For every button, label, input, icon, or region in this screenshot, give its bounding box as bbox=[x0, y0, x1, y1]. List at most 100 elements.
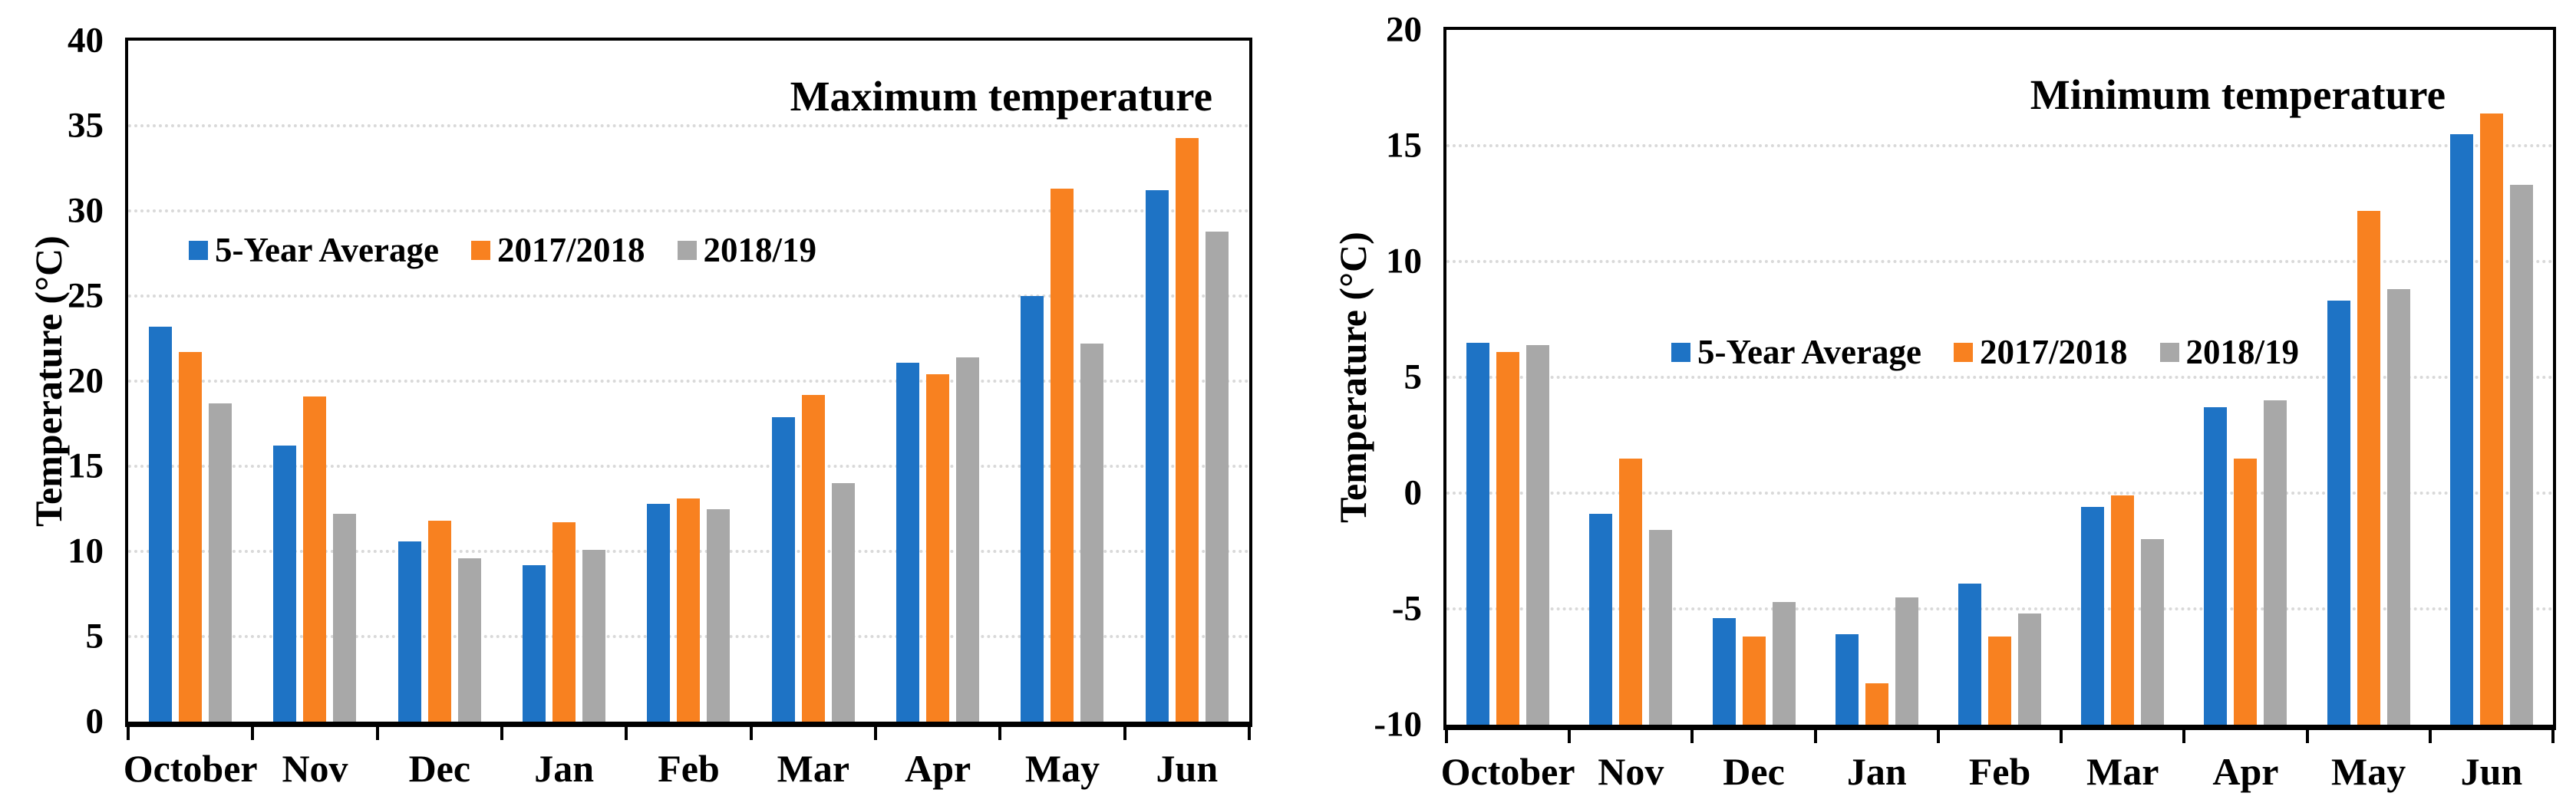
legend-item-2018-19: 2018/19 bbox=[2159, 335, 2299, 370]
y-axis-tick-label: 15 bbox=[68, 446, 104, 486]
bar-feb-5-year-average bbox=[647, 503, 671, 722]
x-axis-tick bbox=[127, 727, 130, 740]
bar-group-dec bbox=[378, 41, 502, 722]
bar-group-jan bbox=[1816, 30, 1938, 725]
bar-group-may bbox=[2307, 30, 2430, 725]
bar-feb-2018-19 bbox=[707, 508, 731, 722]
gridline-y10 bbox=[1446, 260, 2553, 263]
bar-may-2018-19 bbox=[1080, 344, 1104, 722]
bar-group-mar bbox=[751, 41, 876, 722]
bar-apr-2018-19 bbox=[956, 357, 980, 722]
x-axis-tick bbox=[874, 727, 877, 740]
bar-dec-2018-19 bbox=[457, 558, 481, 722]
bar-apr-5-year-average bbox=[2204, 407, 2228, 725]
bar-jun-2017-2018 bbox=[1175, 137, 1199, 722]
bar-nov-2017-2018 bbox=[303, 396, 327, 722]
x-axis-tick bbox=[1936, 730, 1940, 743]
x-axis-tick bbox=[2305, 730, 2309, 743]
x-axis-tick bbox=[375, 727, 379, 740]
bar-group-nov bbox=[252, 41, 377, 722]
bar-mar-5-year-average bbox=[771, 416, 795, 722]
legend: 5-Year Average 2017/2018 2018/19 bbox=[189, 233, 816, 268]
x-axis-tick bbox=[2060, 730, 2063, 743]
y-axis-tick-label: 10 bbox=[1386, 241, 1422, 281]
bar-october-2017-2018 bbox=[179, 352, 203, 722]
y-axis-tick-label: 20 bbox=[1386, 9, 1422, 50]
y-axis-tick-label: 0 bbox=[85, 701, 104, 742]
bar-jan-5-year-average bbox=[1835, 634, 1859, 725]
bar-nov-5-year-average bbox=[273, 446, 297, 722]
y-axis-tick-label: -10 bbox=[1374, 704, 1422, 745]
chart-title: Minimum temperature bbox=[2030, 71, 2446, 118]
x-axis-category-label: Apr bbox=[905, 747, 971, 790]
gridline-y15 bbox=[1446, 144, 2553, 147]
bar-jan-2018-19 bbox=[582, 549, 606, 722]
x-axis-tick bbox=[1813, 730, 1817, 743]
y-axis-tick-label: 0 bbox=[1403, 472, 1423, 513]
bar-jan-2017-2018 bbox=[1865, 683, 1888, 725]
x-axis-tick bbox=[500, 727, 503, 740]
bar-group-october bbox=[128, 41, 252, 722]
bar-october-2017-2018 bbox=[1496, 351, 1520, 725]
gridline-y0 bbox=[1446, 492, 2553, 495]
bar-apr-2017-2018 bbox=[2234, 458, 2258, 725]
x-axis-tick bbox=[2428, 730, 2432, 743]
x-axis-category-label: Dec bbox=[1723, 750, 1785, 793]
bar-october-5-year-average bbox=[149, 326, 173, 722]
legend-swatch-icon bbox=[677, 241, 697, 260]
bar-dec-2018-19 bbox=[1772, 601, 1796, 725]
x-axis-category-label: Nov bbox=[1598, 750, 1664, 793]
legend: 5-Year Average 2017/2018 2018/19 bbox=[1671, 335, 2299, 370]
x-axis-category-label: Feb bbox=[658, 747, 720, 790]
y-axis-tick-labels: 40 35 30 25 20 15 10 5 0 bbox=[0, 0, 104, 806]
bar-feb-2018-19 bbox=[2017, 614, 2041, 725]
legend-item-5-year-average: 5-Year Average bbox=[189, 233, 439, 268]
bar-mar-5-year-average bbox=[2081, 507, 2105, 725]
y-axis-tick-labels: 20 15 10 5 0 -5 -10 bbox=[1302, 0, 1422, 806]
bar-nov-5-year-average bbox=[1589, 514, 1613, 725]
max-temperature-chart: 40 35 30 25 20 15 10 5 0 October Nov Dec Jan Feb Mar Ap… bbox=[0, 0, 1252, 806]
legend-swatch-icon bbox=[189, 241, 208, 260]
y-axis-tick-label: 5 bbox=[1403, 357, 1423, 397]
legend-swatch-icon bbox=[470, 241, 490, 260]
bar-mar-2018-19 bbox=[2141, 539, 2165, 725]
x-axis-tick bbox=[625, 727, 628, 740]
bar-group-nov bbox=[1569, 30, 1692, 725]
bar-apr-5-year-average bbox=[896, 362, 920, 722]
legend-item-5-year-average: 5-Year Average bbox=[1671, 335, 1921, 370]
x-axis-category-label: Mar bbox=[777, 747, 850, 790]
bar-apr-2018-19 bbox=[2264, 400, 2287, 725]
bar-may-2017-2018 bbox=[2357, 210, 2380, 725]
x-axis-category-label: Mar bbox=[2086, 750, 2159, 793]
bar-group-october bbox=[1446, 30, 1569, 725]
bar-october-5-year-average bbox=[1466, 342, 1490, 725]
bar-jun-2018-19 bbox=[1205, 231, 1229, 722]
x-axis-category-label: Jan bbox=[1846, 750, 1907, 793]
y-axis-tick-label: -5 bbox=[1391, 588, 1422, 629]
bar-group-jun bbox=[1125, 41, 1249, 722]
y-axis-title: Temperature (°C) bbox=[1331, 232, 1374, 523]
y-axis-tick-label: 10 bbox=[68, 531, 104, 571]
legend-label: 2017/2018 bbox=[1979, 333, 2128, 371]
bar-october-2018-19 bbox=[209, 403, 233, 722]
bar-group-jun bbox=[2430, 30, 2553, 725]
bar-group-may bbox=[1000, 41, 1124, 722]
bar-apr-2017-2018 bbox=[926, 374, 950, 722]
bar-group-jan bbox=[502, 41, 626, 722]
legend-label: 5-Year Average bbox=[215, 231, 439, 269]
bar-feb-5-year-average bbox=[1958, 583, 1981, 725]
gridline-y35 bbox=[128, 124, 1249, 127]
bar-october-2018-19 bbox=[1526, 344, 1550, 725]
chart-title: Maximum temperature bbox=[790, 73, 1212, 120]
gridline-y15 bbox=[128, 465, 1249, 468]
bar-dec-2017-2018 bbox=[427, 521, 451, 722]
bar-jun-2017-2018 bbox=[2479, 113, 2503, 725]
x-axis-category-label: October bbox=[1440, 750, 1575, 793]
y-axis-tick-label: 40 bbox=[68, 20, 104, 61]
bar-group-mar bbox=[2061, 30, 2184, 725]
legend-item-2018-19: 2018/19 bbox=[677, 233, 816, 268]
bar-nov-2017-2018 bbox=[1619, 458, 1643, 725]
bar-feb-2017-2018 bbox=[1987, 637, 2011, 725]
legend-swatch-icon bbox=[1671, 343, 1690, 362]
bar-jun-5-year-average bbox=[1145, 190, 1169, 722]
